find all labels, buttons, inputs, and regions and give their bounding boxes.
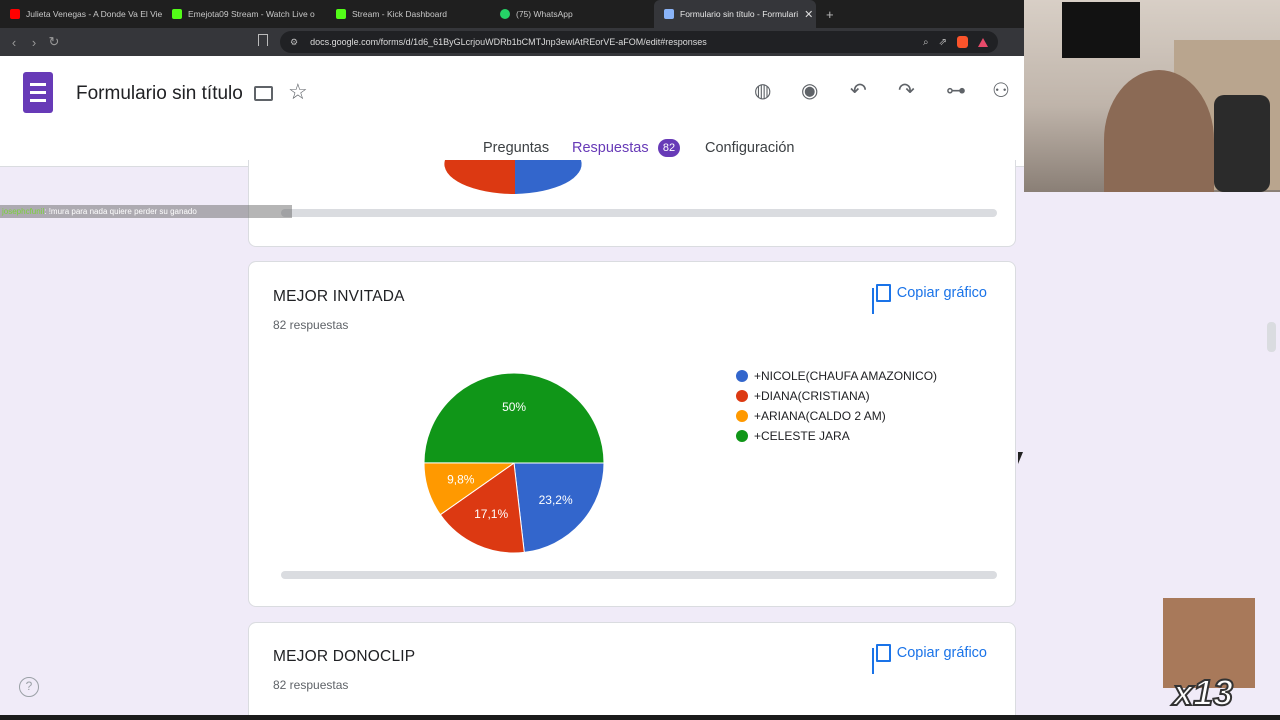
legend-label: +CELESTE JARA <box>754 429 850 443</box>
copy-chart-button[interactable]: Copiar gráfico <box>871 644 987 662</box>
emote-overlay: x13 <box>1163 598 1255 714</box>
legend-label: +NICOLE(CHAUFA AMAZONICO) <box>754 369 938 383</box>
copy-icon <box>871 644 891 662</box>
url-field[interactable]: ⚙ docs.google.com/forms/d/1d6_61ByGLcrjo… <box>280 31 998 53</box>
webcam-chair <box>1214 95 1270 192</box>
browser-tab-label: Emejota09 Stream - Watch Live o <box>188 9 315 19</box>
copy-chart-label: Copiar gráfico <box>896 645 987 661</box>
pie-slice-label: 50% <box>502 400 526 414</box>
question-title: MEJOR INVITADA <box>273 288 405 305</box>
legend-swatch <box>736 410 748 422</box>
pie-chart: 23,2% 17,1% 9,8% 50% <box>423 372 605 554</box>
pie-slice[interactable] <box>439 462 525 554</box>
copy-chart-button[interactable]: Copiar gráfico <box>871 284 987 302</box>
browser-tab-label: Formulario sin título - Formulari <box>680 9 799 19</box>
url-text: docs.google.com/forms/d/1d6_61ByGLcrjouW… <box>310 37 707 47</box>
emote-count: x13 <box>1172 671 1234 714</box>
forms-logo-icon[interactable] <box>23 72 53 113</box>
responses-count-badge: 82 <box>658 139 680 157</box>
browser-tab-3[interactable]: Stream - Kick Dashboard <box>326 0 490 28</box>
star-icon[interactable]: ☆ <box>288 79 308 104</box>
legend-swatch <box>736 430 748 442</box>
add-collaborator-icon[interactable]: ⚇ <box>992 80 1010 102</box>
zoom-icon[interactable]: ⌕ <box>923 36 929 48</box>
forms-header: Formulario sin título ☆ ◍ ◉ ↶ ↷ ⊶ ⚇ Preg… <box>0 56 1024 167</box>
folder-icon[interactable] <box>254 86 273 101</box>
address-bar: ‹ › ↻ ⚙ docs.google.com/forms/d/1d6_61By… <box>0 28 1024 56</box>
share-icon[interactable]: ⇗ <box>938 36 947 48</box>
kick-icon <box>172 9 182 19</box>
redo-icon[interactable]: ↷ <box>898 80 915 102</box>
laughing-face-emote <box>1163 598 1255 688</box>
copy-chart-label: Copiar gráfico <box>896 285 987 301</box>
chart-legend: +NICOLE(CHAUFA AMAZONICO) +DIANA(CRISTIA… <box>736 366 937 446</box>
response-count: 82 respuestas <box>273 318 349 332</box>
palette-icon[interactable]: ◍ <box>754 80 772 102</box>
webcam-person <box>1104 70 1214 192</box>
close-tab-icon[interactable]: ✕ <box>804 8 814 21</box>
stream-chat-message: josephcfunil: !mura para nada quiere per… <box>0 205 292 218</box>
brave-rewards-icon[interactable] <box>978 37 988 47</box>
pie-slice[interactable] <box>423 372 605 464</box>
new-tab-button[interactable]: + <box>826 6 834 22</box>
help-icon[interactable]: ? <box>19 677 39 697</box>
page-scrollbar[interactable] <box>1267 322 1276 352</box>
previous-pie-chart <box>444 160 582 195</box>
legend-item[interactable]: +CELESTE JARA <box>736 426 937 446</box>
kick-icon <box>336 9 346 19</box>
pie-slice[interactable] <box>513 462 605 553</box>
legend-swatch <box>736 390 748 402</box>
pie-slice-label: 17,1% <box>474 507 508 521</box>
reload-icon[interactable]: ↻ <box>48 34 60 49</box>
mouse-cursor-icon <box>1018 452 1028 464</box>
chat-text: : !mura para nada quiere perder su ganad… <box>44 207 197 216</box>
pie-slice-label: 23,2% <box>539 493 573 507</box>
undo-icon[interactable]: ↶ <box>850 80 867 102</box>
tab-questions[interactable]: Preguntas <box>483 140 550 156</box>
browser-tab-bar: Julieta Venegas - A Donde Va El Vie Emej… <box>0 0 1024 28</box>
legend-label: +DIANA(CRISTIANA) <box>754 389 870 403</box>
browser-tab-label: Julieta Venegas - A Donde Va El Vie <box>26 9 162 19</box>
question-card-mejor-invitada: MEJOR INVITADA 82 respuestas Copiar gráf… <box>248 261 1016 607</box>
horizontal-scrollbar[interactable] <box>281 209 997 217</box>
browser-tab-label: Stream - Kick Dashboard <box>352 9 447 19</box>
forms-tab-icon <box>664 9 674 19</box>
site-info-icon[interactable]: ⚙ <box>290 36 299 47</box>
legend-item[interactable]: +ARIANA(CALDO 2 AM) <box>736 406 937 426</box>
copy-icon <box>871 284 891 302</box>
bookmark-icon[interactable] <box>258 34 268 46</box>
legend-swatch <box>736 370 748 382</box>
back-icon[interactable]: ‹ <box>11 34 17 50</box>
taskbar-strip <box>0 715 1280 720</box>
forward-icon[interactable]: › <box>31 34 37 50</box>
question-card-mejor-donoclip: MEJOR DONOCLIP 82 respuestas Copiar gráf… <box>248 622 1016 720</box>
whatsapp-icon <box>500 9 510 19</box>
webcam-overlay <box>1024 0 1280 192</box>
form-title[interactable]: Formulario sin título <box>76 83 243 104</box>
question-title: MEJOR DONOCLIP <box>273 648 416 665</box>
previous-question-card <box>248 160 1016 247</box>
browser-tab-1[interactable]: Julieta Venegas - A Donde Va El Vie <box>0 0 162 28</box>
legend-item[interactable]: +NICOLE(CHAUFA AMAZONICO) <box>736 366 937 386</box>
browser-tab-4[interactable]: (75) WhatsApp <box>490 0 654 28</box>
brave-shield-icon[interactable] <box>957 36 968 48</box>
legend-item[interactable]: +DIANA(CRISTIANA) <box>736 386 937 406</box>
response-count: 82 respuestas <box>273 678 349 692</box>
link-icon[interactable]: ⊶ <box>946 80 966 102</box>
browser-tab-5[interactable]: Formulario sin título - Formulari ✕ <box>654 0 816 28</box>
legend-label: +ARIANA(CALDO 2 AM) <box>754 409 886 423</box>
chat-username: josephcfunil <box>2 207 45 216</box>
horizontal-scrollbar[interactable] <box>281 571 997 579</box>
browser-tab-2[interactable]: Emejota09 Stream - Watch Live o <box>162 0 326 28</box>
tab-settings[interactable]: Configuración <box>705 140 795 156</box>
youtube-icon <box>10 9 20 19</box>
preview-eye-icon[interactable]: ◉ <box>801 80 819 102</box>
browser-tab-label: (75) WhatsApp <box>516 9 573 19</box>
webcam-tv <box>1062 2 1140 58</box>
pie-slice-label: 9,8% <box>447 473 475 487</box>
tab-responses[interactable]: Respuestas <box>572 140 649 156</box>
